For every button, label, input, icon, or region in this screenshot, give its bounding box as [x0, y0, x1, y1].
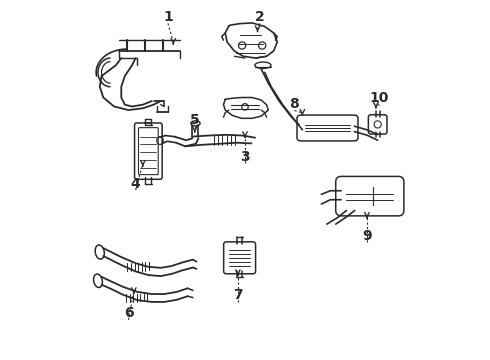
Text: 10: 10 — [370, 91, 389, 105]
Text: 6: 6 — [123, 306, 133, 320]
Text: 9: 9 — [362, 229, 372, 243]
Text: 1: 1 — [163, 10, 173, 24]
Text: 3: 3 — [240, 150, 250, 164]
Text: 8: 8 — [290, 97, 299, 111]
Text: 2: 2 — [254, 10, 264, 24]
Text: 4: 4 — [131, 177, 141, 190]
Text: 7: 7 — [233, 288, 243, 302]
Text: 5: 5 — [190, 113, 199, 127]
